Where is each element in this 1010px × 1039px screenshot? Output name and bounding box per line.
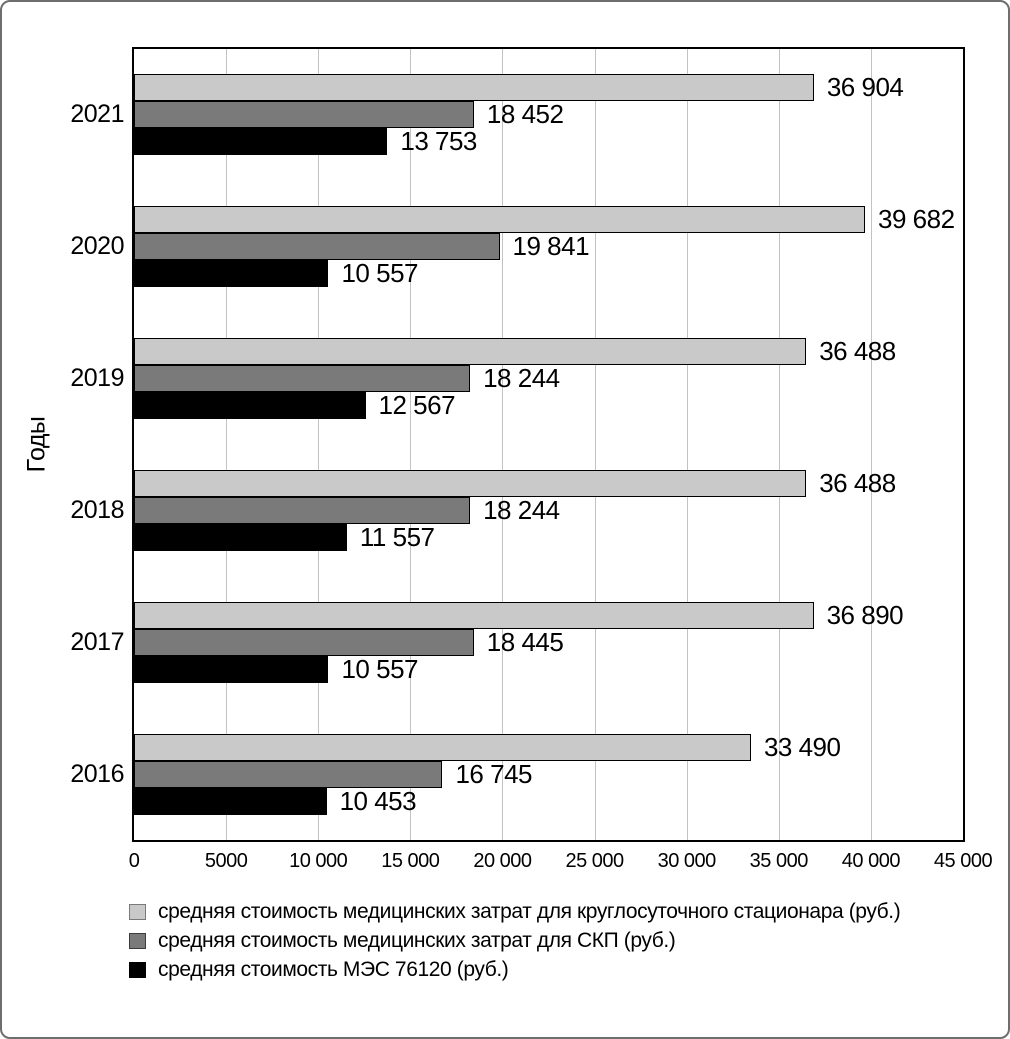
bar-2017-series1 [134, 628, 474, 656]
bar-value-label: 39 682 [878, 204, 955, 235]
bar-2019-series2 [134, 392, 366, 420]
bar-value-label: 10 557 [341, 653, 418, 684]
bar-2016-series1 [134, 760, 443, 788]
bar-value-label: 36 488 [819, 336, 896, 367]
year-label-2016: 2016 [70, 759, 124, 788]
bar-value-label: 13 753 [400, 126, 477, 157]
bar-2021-series0 [134, 74, 814, 102]
legend-label: средняя стоимость медицинских затрат для… [158, 900, 901, 923]
bar-value-label: 10 453 [339, 785, 417, 816]
gridline [226, 49, 228, 840]
bar-value-label: 18 244 [483, 363, 560, 394]
legend-item: средняя стоимость медицинских затрат для… [129, 900, 901, 923]
gridline [686, 49, 688, 840]
x-tick-label: 45 000 [933, 850, 993, 872]
bar-2018-series2 [134, 523, 347, 551]
x-tick-label: 10 000 [289, 850, 348, 872]
bar-2021-series2 [134, 128, 388, 156]
bar-2020-series2 [134, 260, 329, 288]
x-tick-label: 5000 [204, 850, 248, 872]
legend-item: средняя стоимость МЭС 76120 (руб.) [129, 958, 900, 981]
bar-value-label: 18 244 [483, 494, 560, 525]
legend-swatch-light-gray [129, 904, 146, 920]
bar-2017-series0 [134, 601, 814, 629]
x-tick-label: 25 000 [565, 850, 624, 872]
year-label-2021: 2021 [70, 100, 124, 129]
bar-value-label: 33 490 [763, 731, 841, 762]
bar-value-label: 10 557 [341, 258, 418, 289]
x-tick-label: 20 000 [473, 850, 532, 872]
bar-value-label: 18 445 [486, 626, 564, 657]
legend-swatch-black [129, 962, 146, 978]
y-axis-category-labels: 2021 2020 2019 2018 2017 2016 [32, 49, 124, 840]
x-tick-label: 35 000 [749, 850, 809, 872]
bar-2020-series0 [134, 206, 866, 234]
bar-2016-series0 [134, 733, 751, 761]
year-label-2018: 2018 [70, 495, 124, 524]
bar-2017-series2 [134, 655, 329, 683]
bar-value-label: 16 745 [455, 758, 532, 789]
bar-value-label: 18 452 [486, 99, 564, 130]
legend-item: средняя стоимость медицинских затрат для… [129, 929, 900, 952]
gridline [778, 49, 780, 840]
gridline [502, 49, 504, 840]
bar-value-label: 36 890 [826, 599, 904, 630]
bar-value-label: 11 557 [359, 521, 435, 552]
year-label-2017: 2017 [70, 627, 124, 656]
legend-label: средняя стоимость медицинских затрат для… [158, 929, 676, 952]
legend-label: средняя стоимость МЭС 76120 (руб.) [158, 958, 509, 981]
x-axis-tick-labels: 0 5000 10 000 15 000 20 000 25 000 30 000 35 00… [2, 850, 1008, 880]
bar-2019-series0 [134, 338, 807, 366]
legend-swatch-dark-gray [129, 933, 146, 949]
gridline [594, 49, 596, 840]
bar-2018-series0 [134, 469, 807, 497]
gridline [318, 49, 320, 840]
bar-value-label: 12 567 [378, 390, 456, 421]
bar-2016-series2 [134, 787, 327, 815]
year-label-2020: 2020 [70, 232, 124, 261]
year-label-2019: 2019 [70, 364, 124, 393]
bar-2018-series1 [134, 496, 471, 524]
x-tick-label: 15 000 [381, 850, 440, 872]
bar-2019-series1 [134, 365, 471, 393]
bar-value-label: 36 904 [826, 72, 904, 103]
x-tick-label: 30 000 [657, 850, 717, 872]
bar-value-label: 36 488 [819, 467, 896, 498]
bar-2020-series1 [134, 233, 500, 261]
x-tick-label: 40 000 [841, 850, 901, 872]
legend: средняя стоимость медицинских затрат для… [129, 900, 901, 989]
gridline [870, 49, 872, 840]
bar-2021-series1 [134, 101, 474, 129]
x-tick-label: 0 [128, 850, 140, 872]
plot-area: 36 904 18 452 13 753 39 682 19 841 10 557 36 4… [132, 47, 965, 842]
gridline [410, 49, 412, 840]
bar-value-label: 19 841 [512, 231, 590, 262]
